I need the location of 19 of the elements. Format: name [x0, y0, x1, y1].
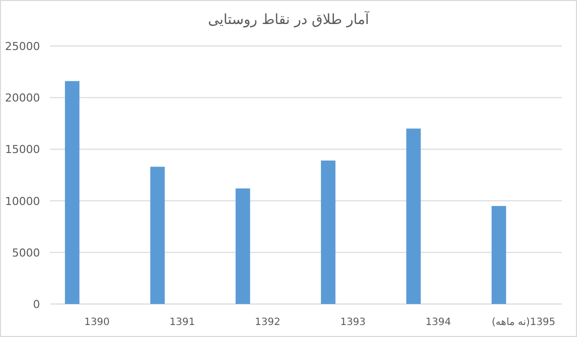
bar: [236, 188, 250, 304]
y-tick-label: 10000: [5, 194, 40, 208]
y-tick-label: 0: [33, 298, 40, 311]
bar: [150, 166, 165, 304]
x-tick-label: 1390: [84, 317, 110, 328]
chart-title: آمار طلاق در نقاط روستایی: [208, 10, 370, 28]
x-tick-label: 1394: [426, 317, 451, 328]
bar: [64, 81, 80, 304]
y-tick-label: 15000: [5, 143, 40, 156]
bar: [320, 160, 336, 304]
bar: [492, 206, 506, 304]
x-tick-label: 1391: [170, 317, 195, 328]
x-tick-label: 1392: [254, 317, 280, 328]
y-tick-label: 25000: [5, 40, 40, 53]
y-tick-label: 20000: [5, 92, 40, 105]
x-tick-label: 1395(نه ماهه): [492, 317, 556, 328]
bar: [406, 128, 421, 304]
x-tick-label: 1393: [340, 317, 366, 328]
y-tick-label: 5000: [12, 246, 40, 260]
